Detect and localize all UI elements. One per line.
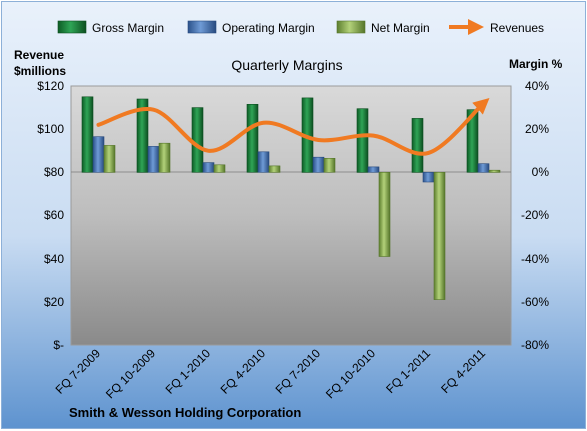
revenues-line	[96, 97, 490, 156]
net-margin-bar	[158, 142, 171, 173]
right-tick-label: -40%	[521, 252, 549, 266]
chart-title: Quarterly Margins	[231, 57, 342, 73]
legend: Gross Margin Operating Margin Net Margin…	[57, 19, 544, 35]
revenue-point	[318, 139, 319, 141]
net-margin-bar	[213, 164, 226, 173]
revenue-point	[373, 135, 374, 137]
left-tick-label: $40	[44, 252, 64, 266]
category-label: FQ 4-2010	[218, 346, 269, 397]
right-tick-label: -60%	[521, 295, 549, 309]
right-axis: 40% 20% 0% -20% -40% -60% -80%	[521, 79, 549, 352]
footer-company-name: Smith & Wesson Holding Corporation	[69, 405, 301, 420]
net-margin-bar	[433, 172, 446, 300]
right-tick-label: 20%	[525, 122, 549, 136]
operating-margin-bar	[147, 146, 160, 173]
operating-margin-bar	[257, 151, 270, 173]
revenue-point	[153, 109, 154, 111]
gross-margin-bar	[136, 98, 149, 173]
gross-margin-bar	[356, 108, 369, 173]
left-axis: $120 $100 $80 $60 $40 $20 $-	[37, 79, 64, 352]
right-tick-label: -20%	[521, 208, 549, 222]
revenue-point	[208, 150, 209, 152]
category-label: FQ 4-2011	[438, 346, 488, 396]
operating-margin-bar	[92, 136, 105, 173]
x-axis: FQ 7-2009 FQ 10-2009 FQ 1-2010 FQ 4-2010…	[53, 346, 489, 401]
operating-margin-bar	[202, 162, 215, 173]
gross-margin-bar	[411, 118, 424, 173]
category-label: FQ 10-2010	[323, 346, 378, 401]
net-margin-bar	[268, 165, 281, 173]
category-label: FQ 1-2010	[163, 346, 214, 397]
net-margin-bar	[103, 145, 116, 173]
revenue-point	[98, 124, 99, 126]
revenue-point	[263, 122, 264, 124]
right-axis-title: Margin %	[509, 57, 563, 71]
left-tick-label: $-	[53, 338, 64, 352]
revenue-point	[428, 152, 429, 154]
operating-margin-bar	[422, 172, 435, 183]
left-axis-title-line1: Revenue	[14, 48, 64, 62]
legend-operating-margin-label: Operating Margin	[222, 21, 315, 35]
left-tick-label: $60	[44, 208, 64, 222]
operating-margin-bar	[312, 156, 325, 173]
operating-margin-bar	[367, 166, 380, 173]
category-label: FQ 7-2010	[273, 346, 324, 397]
left-axis-title-line2: $millions	[14, 64, 66, 78]
left-tick-label: $80	[44, 165, 64, 179]
legend-revenues-label: Revenues	[490, 21, 544, 35]
left-tick-label: $20	[44, 295, 64, 309]
category-label: FQ 7-2009	[53, 346, 104, 397]
operating-margin-bar	[477, 163, 490, 173]
category-label: FQ 1-2011	[383, 346, 433, 396]
net-margin-bar	[323, 158, 336, 173]
right-tick-label: 40%	[525, 79, 549, 93]
left-tick-label: $120	[37, 79, 64, 93]
legend-gross-margin-swatch	[57, 20, 87, 34]
revenue-line-group	[96, 97, 490, 156]
legend-gross-margin-label: Gross Margin	[92, 21, 164, 35]
right-tick-label: -80%	[521, 338, 549, 352]
gross-margin-bar	[81, 96, 94, 173]
gross-margin-bar	[246, 104, 259, 173]
revenue-point	[483, 102, 484, 104]
legend-net-margin-label: Net Margin	[371, 21, 430, 35]
category-label: FQ 10-2009	[103, 346, 158, 401]
left-tick-label: $100	[37, 122, 64, 136]
right-tick-label: 0%	[532, 165, 550, 179]
net-margin-bar	[488, 169, 501, 173]
net-margin-bar	[378, 172, 391, 257]
legend-net-margin-swatch	[336, 20, 366, 34]
gross-margin-bar	[191, 107, 204, 173]
legend-operating-margin-swatch	[187, 20, 217, 34]
